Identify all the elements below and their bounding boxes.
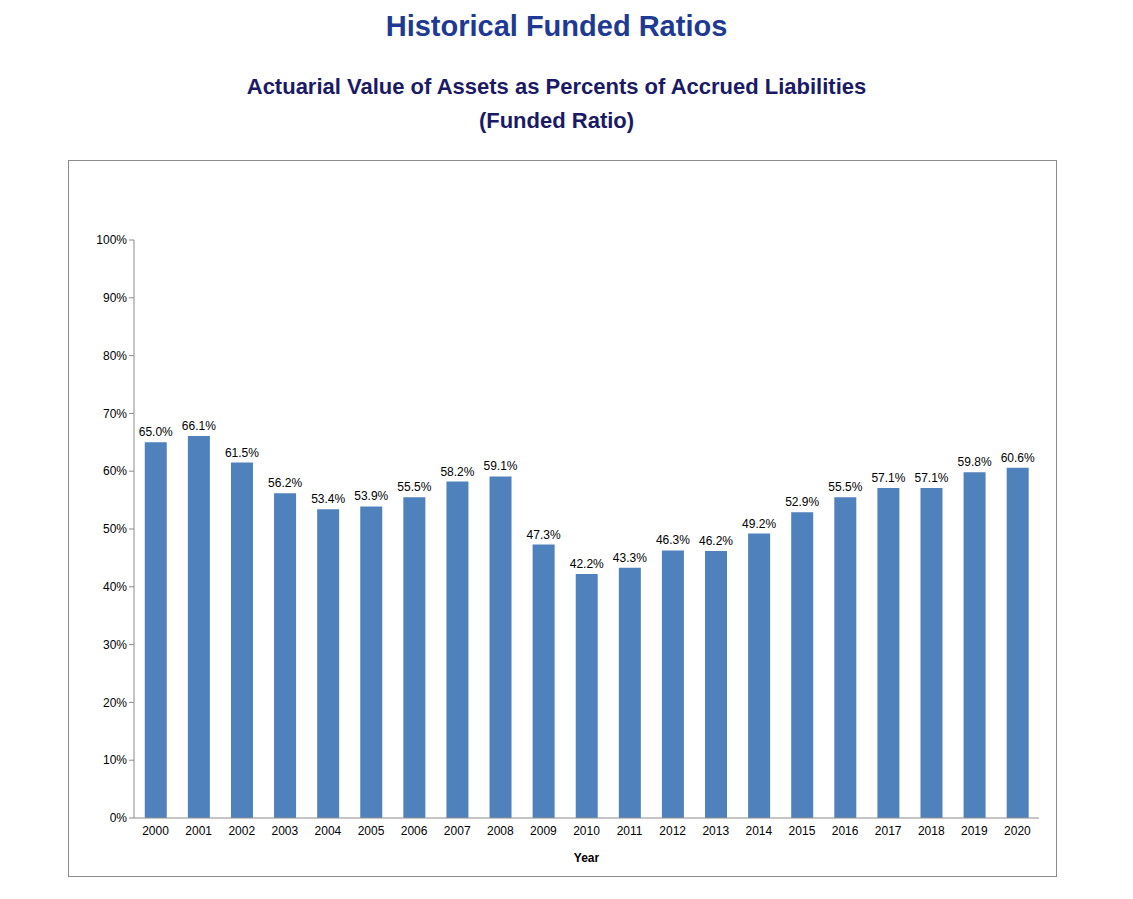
svg-text:80%: 80% [103,349,127,363]
svg-text:46.2%: 46.2% [699,534,733,548]
svg-text:2020: 2020 [1004,824,1031,838]
svg-text:2003: 2003 [271,824,298,838]
html-text:(Funded Ratio): (Funded Ratio) [478,108,635,133]
svg-text:60%: 60% [103,464,127,478]
svg-text:59.1%: 59.1% [484,459,518,473]
svg-text:2012: 2012 [659,824,686,838]
svg-text:Year: Year [574,851,600,865]
svg-text:57.1%: 57.1% [914,471,948,485]
svg-text:43.3%: 43.3% [613,551,647,565]
svg-text:46.3%: 46.3% [656,533,690,547]
svg-text:61.5%: 61.5% [225,446,259,460]
svg-text:2014: 2014 [746,824,773,838]
svg-text:57.1%: 57.1% [871,471,905,485]
svg-text:2008: 2008 [487,824,514,838]
svg-text:2013: 2013 [702,824,729,838]
svg-text:42.2%: 42.2% [570,557,604,571]
svg-text:2004: 2004 [315,824,342,838]
svg-text:2000: 2000 [142,824,169,838]
svg-text:10%: 10% [103,753,127,767]
svg-text:0%: 0% [110,811,128,825]
svg-text:59.8%: 59.8% [958,455,992,469]
svg-text:2002: 2002 [228,824,255,838]
svg-text:50%: 50% [103,522,127,536]
svg-text:58.2%: 58.2% [440,465,474,479]
svg-text:30%: 30% [103,638,127,652]
svg-text:2018: 2018 [918,824,945,838]
svg-text:47.3%: 47.3% [527,528,561,542]
svg-text:100%: 100% [96,233,127,247]
svg-text:55.5%: 55.5% [828,480,862,494]
svg-text:2001: 2001 [185,824,212,838]
svg-text:20%: 20% [103,696,127,710]
svg-text:2007: 2007 [444,824,471,838]
svg-text:65.0%: 65.0% [139,425,173,439]
svg-text:66.1%: 66.1% [182,419,216,433]
svg-text:60.6%: 60.6% [1001,451,1035,465]
svg-text:90%: 90% [103,291,127,305]
svg-text:2005: 2005 [358,824,385,838]
html-text:Actuarial Value of Assets as P: Actuarial Value of Assets as Percents of… [246,74,867,99]
svg-text:2011: 2011 [617,824,643,838]
svg-text:53.9%: 53.9% [354,489,388,503]
svg-text:2019: 2019 [961,824,988,838]
svg-text:2015: 2015 [789,824,816,838]
svg-text:2016: 2016 [832,824,859,838]
svg-text:40%: 40% [103,580,127,594]
svg-text:55.5%: 55.5% [397,480,431,494]
svg-text:56.2%: 56.2% [268,476,302,490]
svg-text:70%: 70% [103,407,127,421]
html-text:Historical Funded Ratios: Historical Funded Ratios [385,10,728,42]
svg-text:53.4%: 53.4% [311,492,345,506]
svg-text:2009: 2009 [530,824,557,838]
svg-text:49.2%: 49.2% [742,517,776,531]
svg-text:52.9%: 52.9% [785,495,819,509]
svg-text:2006: 2006 [401,824,428,838]
svg-text:2010: 2010 [573,824,600,838]
svg-text:2017: 2017 [875,824,902,838]
